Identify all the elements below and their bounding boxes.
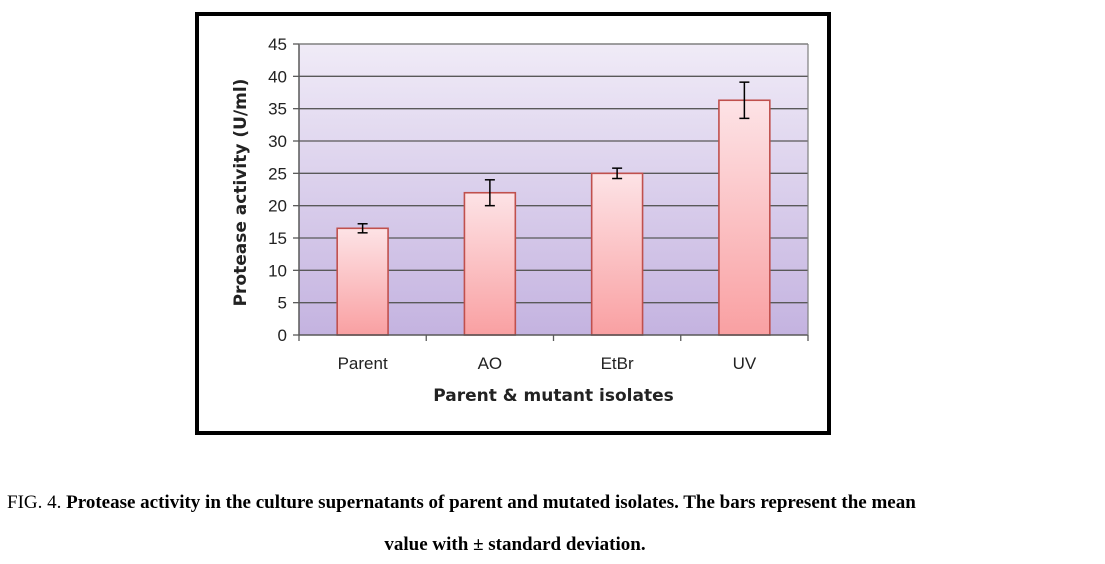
bar-parent (336, 227, 389, 336)
x-category-label: Parent (338, 354, 388, 373)
caption-text-1: Protease activity in the culture superna… (66, 492, 916, 513)
y-tick-label: 25 (268, 164, 287, 183)
error-bars (357, 81, 750, 234)
chart-frame: 0 5 10 15 20 25 30 35 40 45 Parent AO EtBr UV Parent… (195, 12, 831, 435)
bar-uv (718, 99, 771, 336)
error-bar-etbr (612, 167, 623, 180)
error-bar-ao (484, 179, 495, 207)
x-axis-title: Parent & mutant isolates (433, 386, 674, 406)
y-axis-title: Protease activity (U/ml) (231, 79, 251, 307)
bar-etbr (590, 172, 644, 336)
error-bar-parent (357, 223, 368, 234)
x-category-label: UV (733, 354, 757, 373)
y-tick-label: 15 (268, 229, 287, 248)
y-tick-label: 30 (268, 132, 287, 151)
y-tick-label: 5 (278, 294, 287, 313)
x-category-label: AO (478, 354, 503, 373)
y-tick-label: 35 (268, 100, 287, 119)
figure-label: FIG. 4. (7, 492, 62, 513)
axes (298, 43, 809, 341)
y-tick-label: 10 (268, 261, 287, 280)
x-category-label: EtBr (601, 354, 634, 373)
y-tick-label: 20 (268, 197, 287, 216)
x-axis-category-labels: Parent AO EtBr UV (338, 354, 757, 373)
y-tick-label: 45 (268, 35, 287, 54)
caption-line-2: value with ± standard deviation. (384, 534, 646, 555)
bar-ao (463, 191, 517, 336)
bar-chart: 0 5 10 15 20 25 30 35 40 45 Parent AO EtBr UV Parent… (231, 35, 809, 406)
caption-line-1: FIG. 4. Protease activity in the culture… (7, 492, 916, 514)
y-axis-ticks: 0 5 10 15 20 25 30 35 40 45 (268, 35, 299, 345)
y-tick-label: 0 (278, 326, 287, 345)
y-tick-label: 40 (268, 67, 287, 86)
error-bar-uv (739, 81, 750, 120)
